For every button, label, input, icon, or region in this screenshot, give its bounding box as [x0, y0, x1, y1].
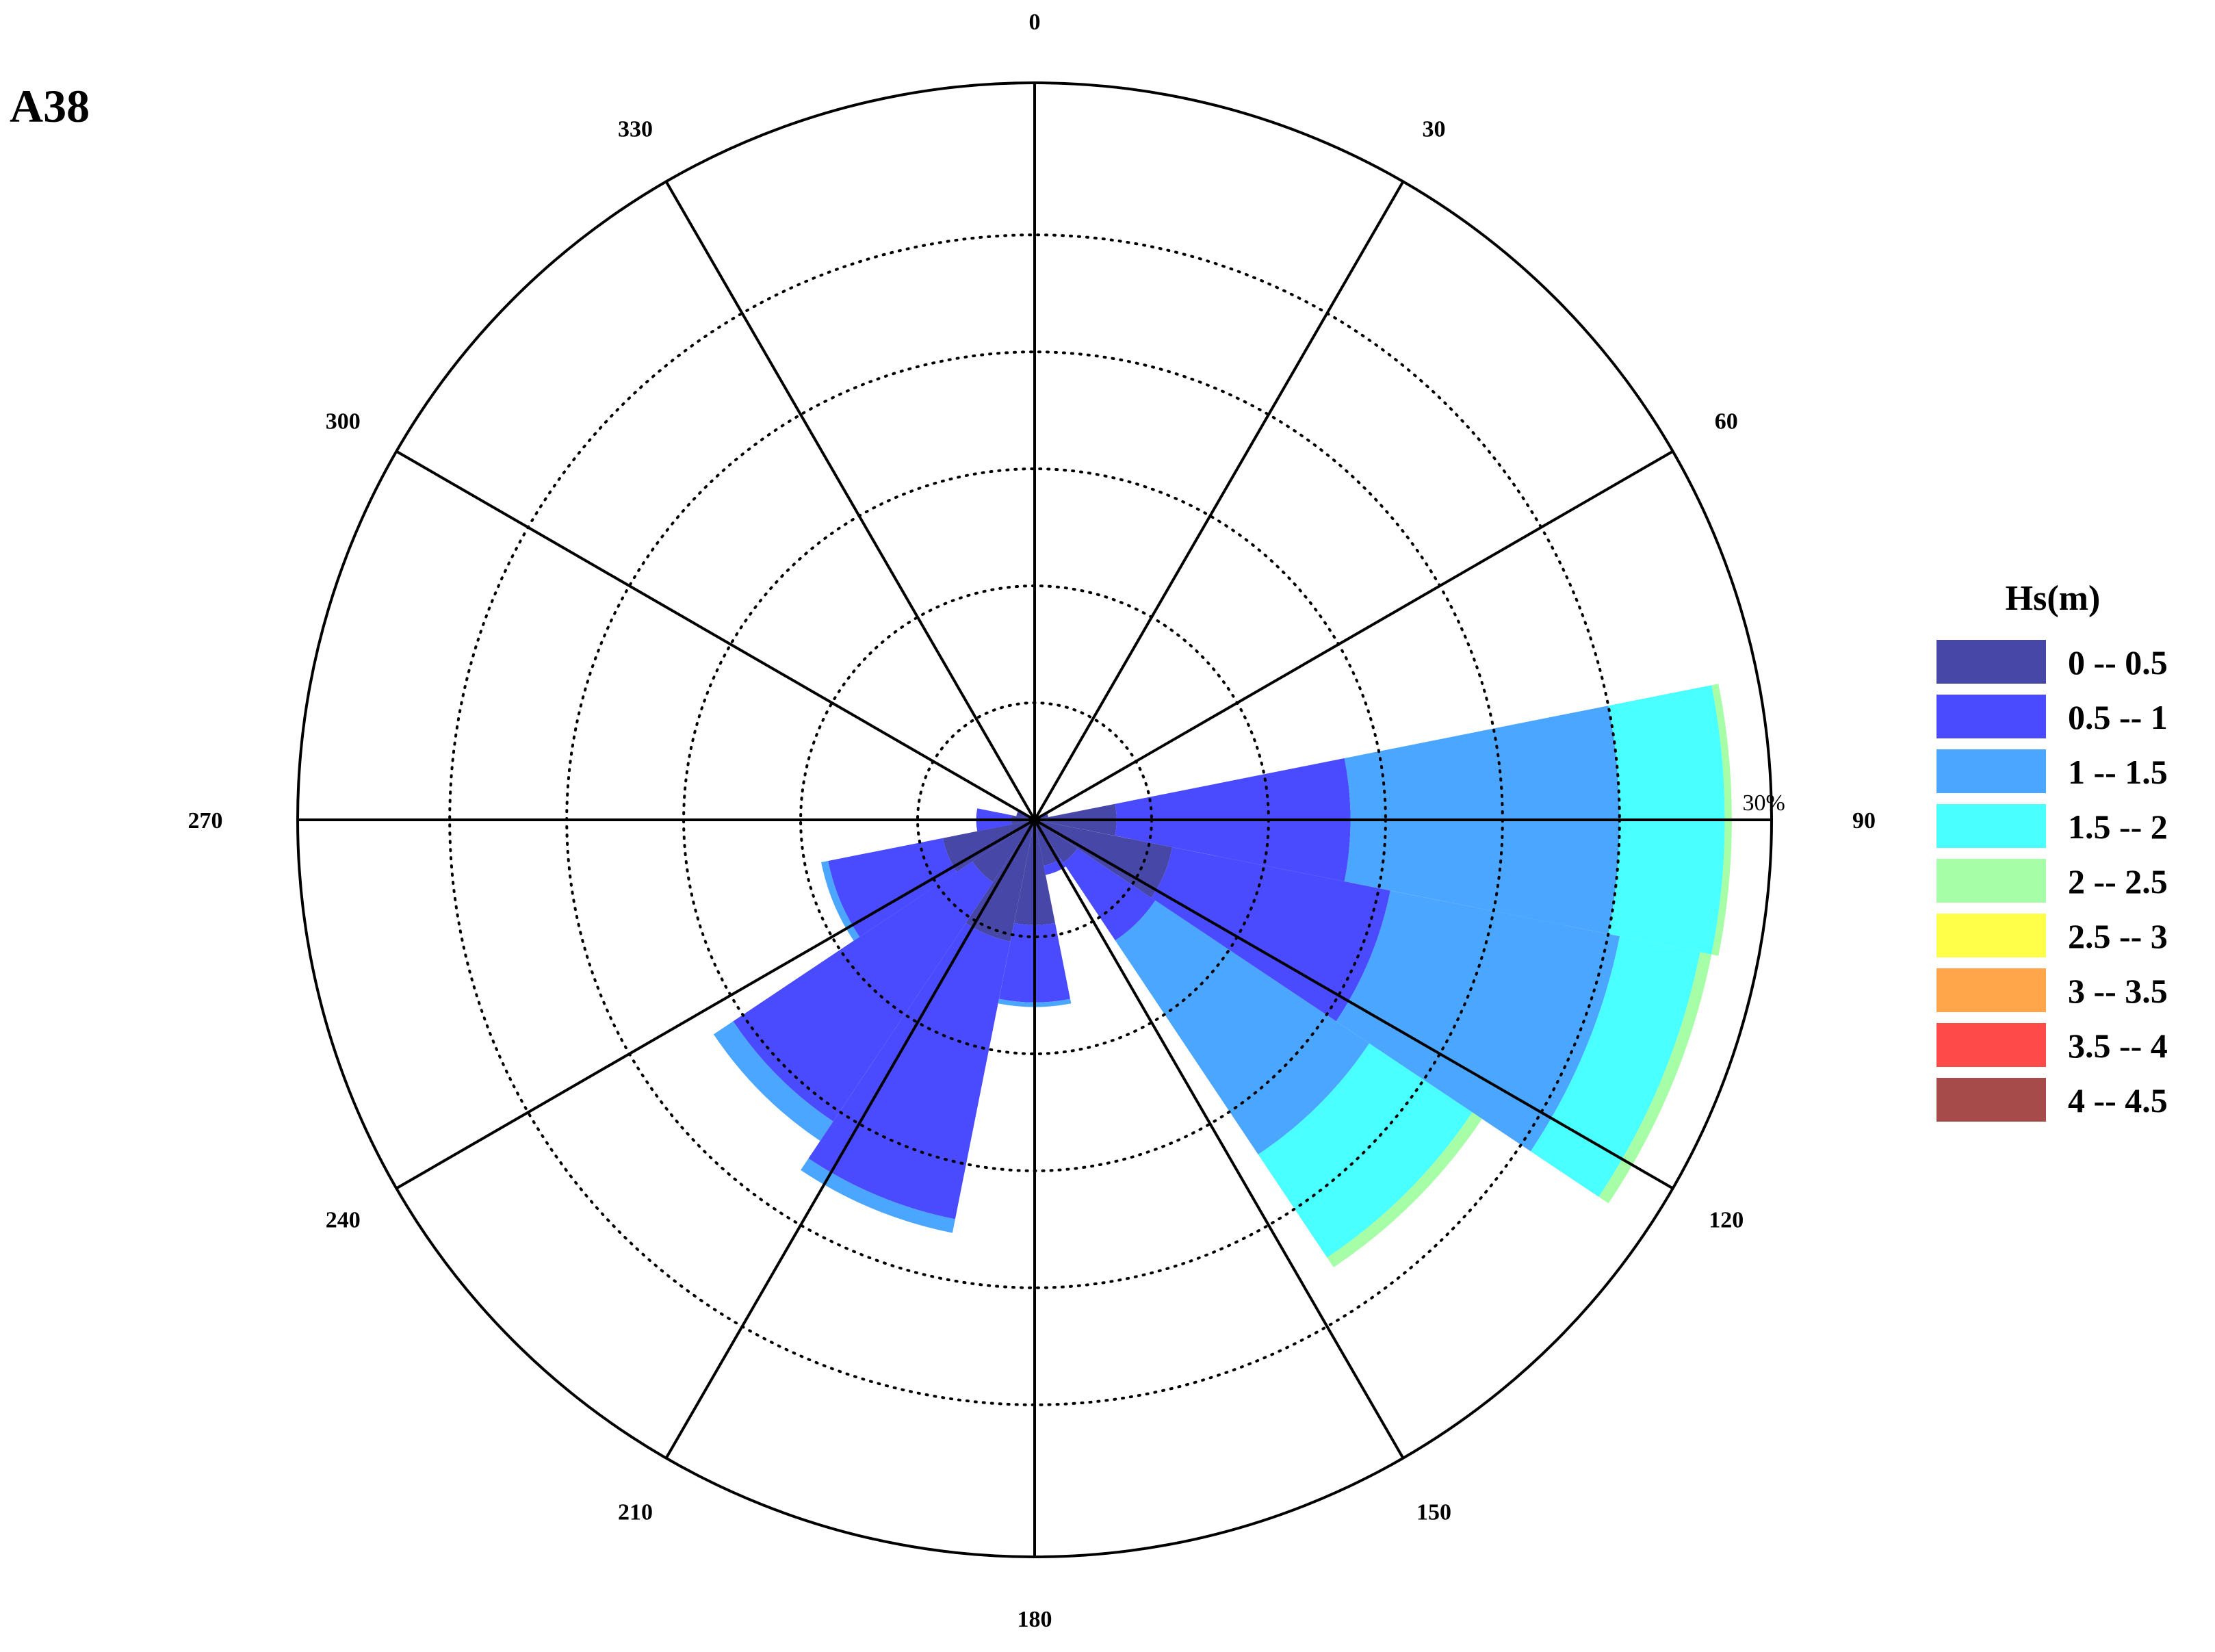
spoke-330: [664, 181, 1036, 821]
angle-label-270: 270: [188, 808, 223, 834]
angle-label-300: 300: [326, 409, 361, 435]
legend-items: 0 -- 0.5 0.5 -- 1 1 -- 1.5 1.5 -- 2 2 -- 2.5…: [1936, 640, 2168, 1122]
legend-label-1: 0.5 -- 1: [2068, 698, 2168, 736]
angle-label-0: 0: [1029, 10, 1041, 35]
sector-225-bin-0: [972, 820, 1035, 882]
angle-label-30: 30: [1423, 116, 1446, 142]
legend-swatch-8: [1936, 1078, 2046, 1122]
sector-135-bin-4: [1327, 1112, 1482, 1267]
sector-225-bin-2: [713, 1021, 833, 1141]
legend-label-0: 0 -- 0.5: [2068, 643, 2168, 682]
angle-label-180: 180: [1018, 1607, 1052, 1632]
legend-swatch-2: [1936, 749, 2046, 793]
sector-202.5-bin-1: [808, 922, 1011, 1219]
spoke-240: [396, 818, 1036, 1190]
sector-112.5-bin-2: [1336, 890, 1620, 1152]
spoke-120: [1033, 818, 1674, 1190]
legend-label-7: 3.5 -- 4: [2068, 1027, 2168, 1065]
sector-135-bin-2: [1115, 900, 1369, 1154]
sector-90-bin-4: [1711, 684, 1732, 956]
sector-247.5-bin-2: [821, 861, 860, 941]
angle-label-120: 120: [1709, 1208, 1744, 1233]
sector-135-bin-0: [1035, 820, 1078, 863]
sector-202.5-bin-2: [801, 1158, 955, 1233]
legend-swatch-4: [1936, 859, 2046, 903]
angle-label-330: 330: [618, 116, 653, 142]
angle-label-90: 90: [1852, 808, 1876, 834]
sector-135-bin-1: [1063, 848, 1156, 941]
legend-swatch-1: [1936, 695, 2046, 738]
angle-labels: 0 30 60 90 120 150 180 210 240 270 300 330 30%: [188, 10, 1876, 1632]
legend-label-5: 2.5 -- 3: [2068, 917, 2168, 955]
angle-label-150: 150: [1416, 1500, 1451, 1525]
sector-112.5-bin-1: [1151, 847, 1390, 1022]
legend-swatch-5: [1936, 914, 2046, 957]
legend-label-6: 3 -- 3.5: [2068, 972, 2168, 1010]
radial-max-label: 30%: [1743, 790, 1785, 816]
angle-label-210: 210: [618, 1500, 653, 1525]
sector-112.5-bin-4: [1598, 952, 1712, 1204]
legend-swatch-6: [1936, 968, 2046, 1012]
angle-label-60: 60: [1715, 409, 1738, 435]
legend-label-2: 1 -- 1.5: [2068, 753, 2168, 791]
legend-swatch-7: [1936, 1023, 2046, 1067]
legend-label-4: 2 -- 2.5: [2068, 862, 2168, 901]
legend-swatch-0: [1936, 640, 2046, 684]
legend-label-8: 4 -- 4.5: [2068, 1081, 2168, 1120]
legend: Hs(m) 0 -- 0.5 0.5 -- 1 1 -- 1.5 1.5 -- 2 2 …: [1936, 579, 2168, 1122]
spoke-150: [1033, 818, 1405, 1459]
legend-swatch-3: [1936, 804, 2046, 848]
spoke-60: [1033, 450, 1674, 821]
spoke-30: [1033, 181, 1405, 821]
polar-grid: [296, 81, 1773, 1558]
legend-title: Hs(m): [2006, 579, 2101, 618]
sector-247.5-bin-1: [828, 838, 957, 937]
legend-label-3: 1.5 -- 2: [2068, 808, 2168, 846]
outer-circle: [296, 81, 1773, 1558]
angle-label-240: 240: [326, 1208, 361, 1233]
spoke-210: [664, 818, 1036, 1459]
sector-135-bin-3: [1258, 1043, 1473, 1258]
panel-label: A38: [10, 80, 90, 132]
sectors-layer: [713, 684, 1732, 1267]
sector-225-bin-1: [733, 861, 994, 1122]
spoke-300: [396, 450, 1036, 821]
